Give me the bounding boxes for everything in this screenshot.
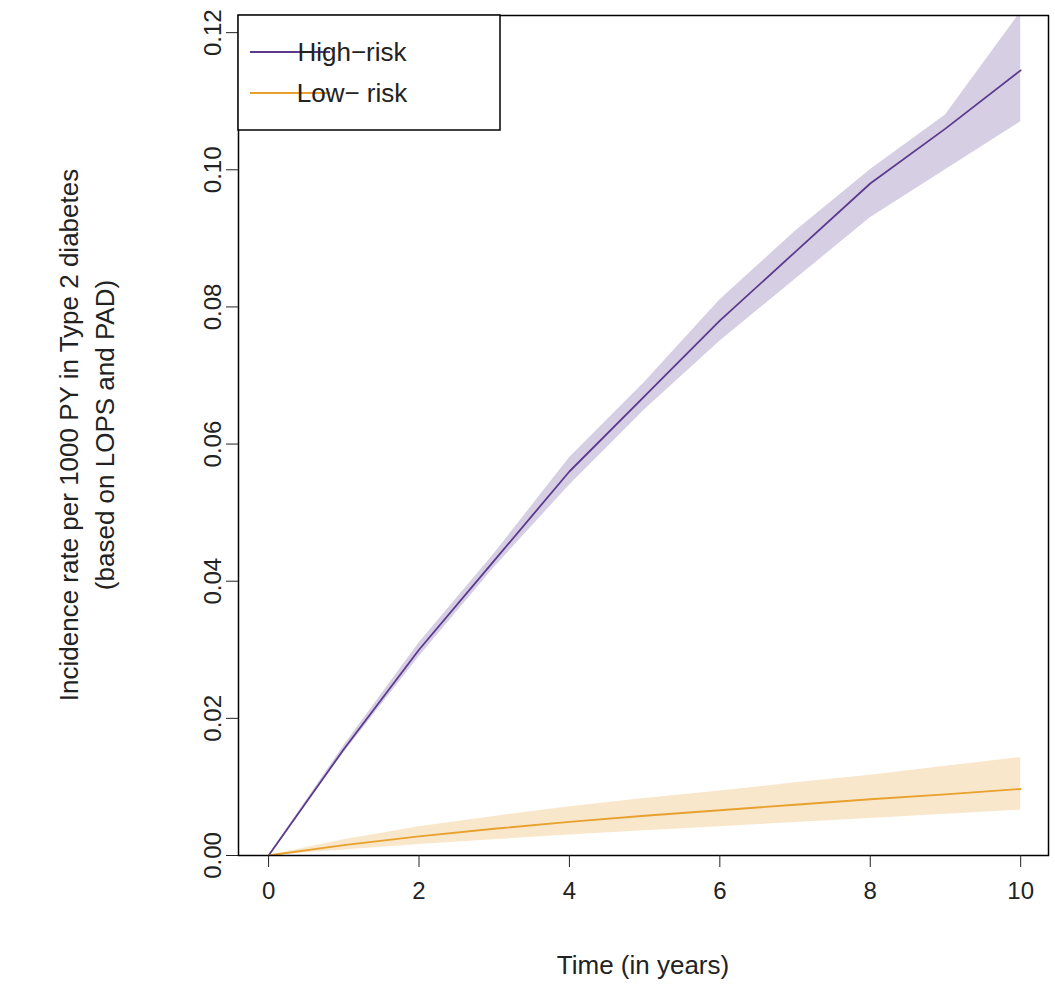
svg-text:Low− risk: Low− risk	[297, 78, 409, 108]
svg-text:6: 6	[713, 877, 726, 904]
svg-text:0.02: 0.02	[199, 695, 226, 742]
svg-text:0.00: 0.00	[199, 832, 226, 879]
svg-text:(based on LOPS and PAD): (based on LOPS and PAD)	[90, 280, 120, 590]
svg-text:10: 10	[1007, 877, 1034, 904]
svg-text:Time (in years): Time (in years)	[557, 950, 729, 980]
svg-text:High−risk: High−risk	[297, 37, 407, 67]
svg-text:0.08: 0.08	[199, 284, 226, 331]
svg-text:0: 0	[262, 877, 275, 904]
svg-text:2: 2	[412, 877, 425, 904]
svg-text:Incidence rate per 1000 PY in: Incidence rate per 1000 PY in Type 2 dia…	[54, 169, 84, 701]
svg-text:8: 8	[864, 877, 877, 904]
svg-text:0.04: 0.04	[199, 558, 226, 605]
svg-text:0.06: 0.06	[199, 421, 226, 468]
svg-text:0.12: 0.12	[199, 9, 226, 56]
svg-text:4: 4	[563, 877, 576, 904]
svg-text:0.10: 0.10	[199, 146, 226, 193]
